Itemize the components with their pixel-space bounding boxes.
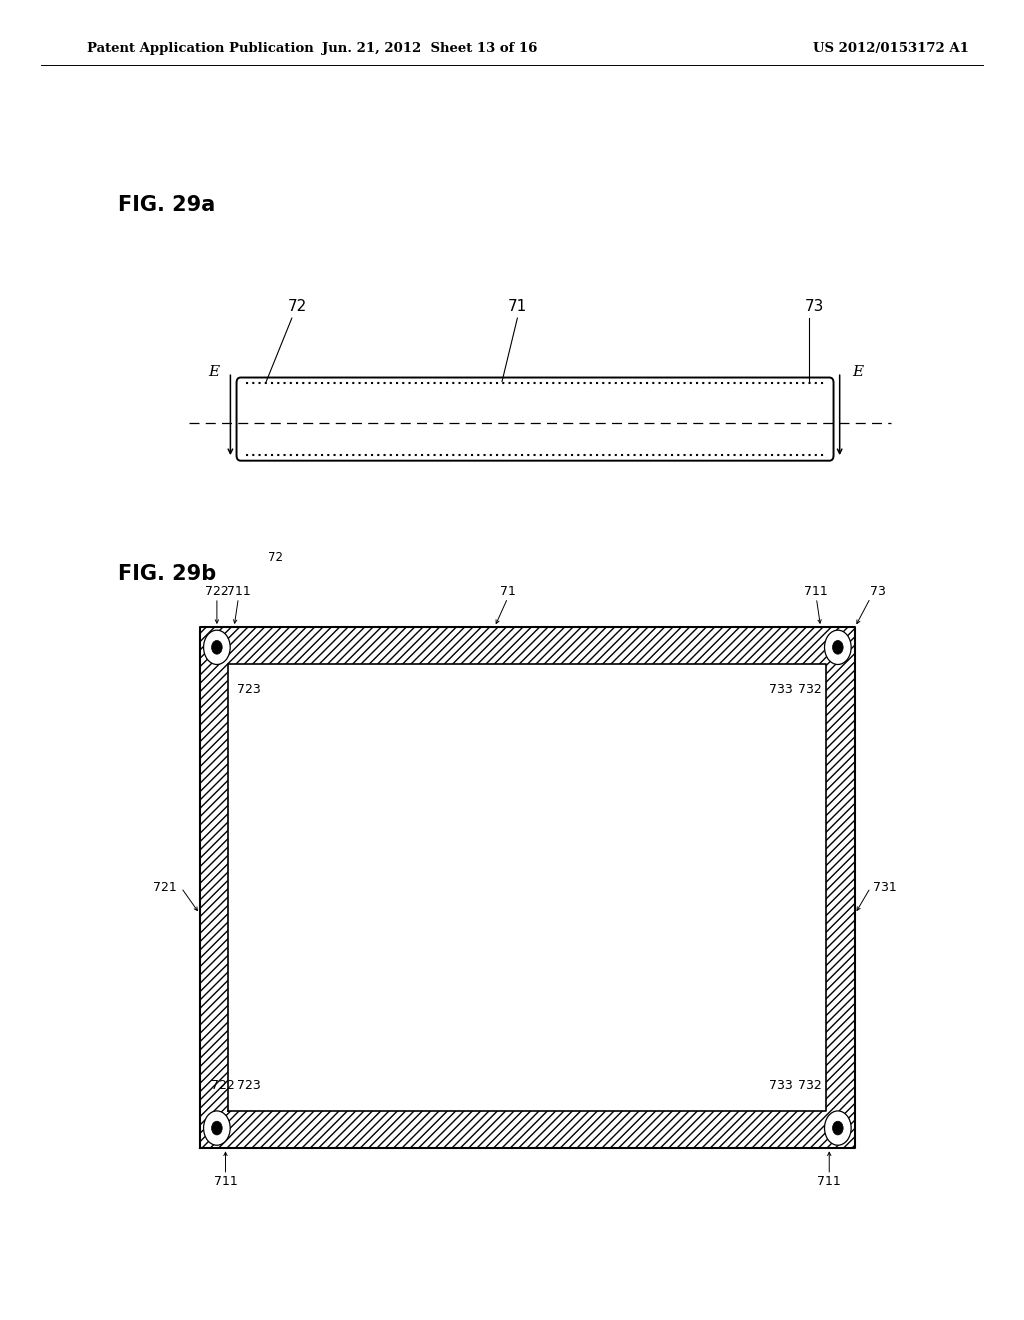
Text: US 2012/0153172 A1: US 2012/0153172 A1 bbox=[813, 42, 969, 54]
Text: FIG. 29a: FIG. 29a bbox=[118, 194, 215, 215]
Text: 732: 732 bbox=[798, 1078, 821, 1092]
Bar bbox=[200, 627, 855, 664]
Bar bbox=[228, 664, 826, 1111]
Text: 723: 723 bbox=[237, 684, 261, 697]
Text: 723: 723 bbox=[237, 1078, 261, 1092]
Circle shape bbox=[833, 1121, 843, 1135]
Circle shape bbox=[212, 640, 222, 655]
Text: 711: 711 bbox=[214, 1175, 238, 1188]
Text: 731: 731 bbox=[873, 882, 897, 894]
Text: 722: 722 bbox=[211, 1078, 234, 1092]
Circle shape bbox=[212, 1121, 222, 1135]
Text: 73: 73 bbox=[870, 585, 887, 598]
Text: 72: 72 bbox=[288, 300, 306, 314]
Text: Jun. 21, 2012  Sheet 13 of 16: Jun. 21, 2012 Sheet 13 of 16 bbox=[323, 42, 538, 54]
Circle shape bbox=[204, 630, 230, 664]
Text: 711: 711 bbox=[817, 1175, 841, 1188]
Text: E: E bbox=[853, 366, 863, 379]
Text: 711: 711 bbox=[805, 585, 828, 598]
Text: 73: 73 bbox=[805, 300, 823, 314]
Text: 732: 732 bbox=[798, 684, 821, 697]
Text: 711: 711 bbox=[226, 585, 250, 598]
Text: E: E bbox=[209, 366, 219, 379]
Circle shape bbox=[833, 640, 843, 655]
Text: 722: 722 bbox=[205, 585, 228, 598]
Text: 733: 733 bbox=[769, 684, 793, 697]
Text: 71: 71 bbox=[500, 585, 516, 598]
Bar bbox=[826, 627, 855, 1148]
Text: 72: 72 bbox=[268, 550, 284, 564]
Text: Patent Application Publication: Patent Application Publication bbox=[87, 42, 313, 54]
FancyBboxPatch shape bbox=[237, 378, 834, 461]
Circle shape bbox=[824, 630, 851, 664]
Bar bbox=[200, 627, 228, 1148]
Bar bbox=[200, 1111, 855, 1148]
Text: 721: 721 bbox=[154, 882, 177, 894]
Text: 71: 71 bbox=[508, 300, 527, 314]
Text: 733: 733 bbox=[769, 1078, 793, 1092]
Text: FIG. 29b: FIG. 29b bbox=[118, 564, 216, 585]
Circle shape bbox=[824, 1111, 851, 1146]
Circle shape bbox=[204, 1111, 230, 1146]
